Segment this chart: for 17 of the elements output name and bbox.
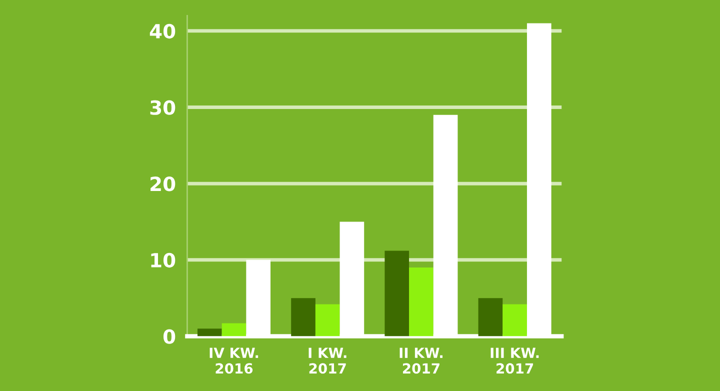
bar	[384, 250, 410, 336]
bar	[222, 323, 246, 336]
bar	[478, 298, 503, 336]
bar	[409, 268, 434, 336]
x-tick-label: I KW. 2017	[308, 348, 346, 374]
bar	[502, 304, 527, 336]
y-tick-label: 30	[150, 100, 176, 115]
bar	[291, 298, 316, 336]
y-tick-label: 10	[151, 252, 176, 268]
y-tick-label: 0	[163, 329, 176, 344]
x-tick-label: IV KW. 2016	[210, 348, 258, 374]
bar	[197, 328, 222, 336]
y-tick-label: 20	[150, 176, 176, 192]
x-tick-label: II KW. 2017	[400, 348, 442, 374]
y-tick-label: 40	[150, 24, 176, 39]
bar	[315, 304, 340, 336]
x-tick-label: III KW. 2017	[490, 348, 539, 374]
